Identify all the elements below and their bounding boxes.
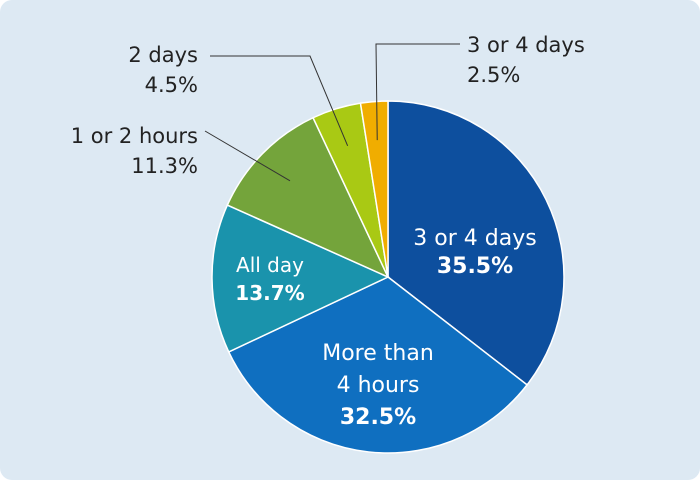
pie-slice: [226, 116, 390, 279]
slice-value-label: 35.5%: [437, 254, 513, 279]
slice-value-label: 11.3%: [131, 154, 198, 178]
slice-label: 2 days: [128, 43, 198, 67]
slice-label: More than: [322, 341, 434, 366]
slice-label: 4 hours: [337, 373, 420, 398]
pie-slice: [387, 100, 565, 386]
slice-value-label: 32.5%: [340, 405, 416, 430]
leader-line: [375, 43, 460, 141]
slice-label: All day: [236, 253, 304, 277]
pie-slice: [211, 204, 390, 353]
pie-slice: [227, 276, 529, 454]
slice-value-label: 13.7%: [235, 281, 304, 305]
slice-value-label: 4.5%: [145, 73, 198, 97]
pie-slice: [359, 100, 389, 278]
leader-line: [204, 130, 291, 182]
slice-value-label: 2.5%: [467, 63, 520, 87]
slice-label: 1 or 2 hours: [71, 124, 198, 148]
leader-line: [210, 55, 349, 146]
slice-label: 3 or 4 days: [413, 226, 536, 251]
slice-label: 3 or 4 days: [467, 33, 585, 57]
